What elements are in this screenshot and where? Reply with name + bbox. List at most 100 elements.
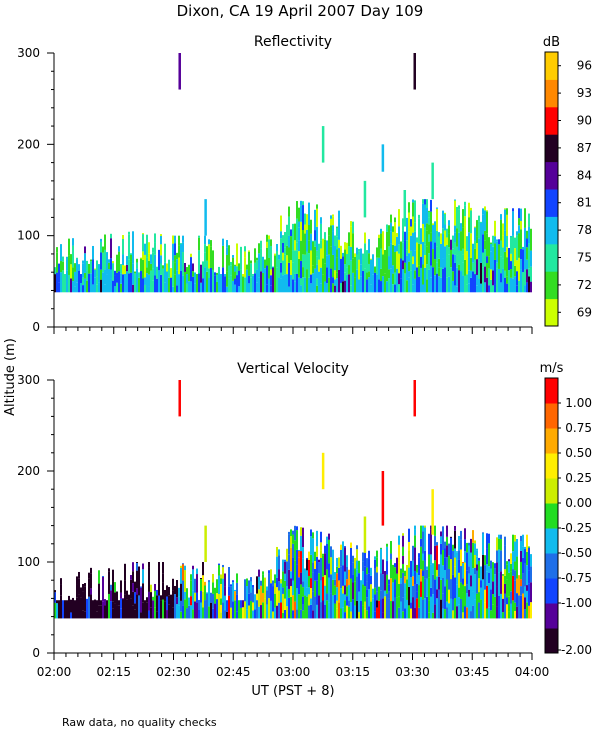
echo-slice: [328, 254, 330, 278]
echo-slice: [476, 259, 478, 275]
echo-slice: [402, 563, 404, 573]
echo-slice: [250, 601, 252, 619]
echo-slice: [122, 599, 124, 619]
y-tick-label: 200: [17, 464, 40, 478]
echo-slice: [512, 211, 514, 236]
echo-slice: [526, 551, 528, 566]
echo-slice: [368, 263, 370, 272]
echo-slice: [298, 549, 300, 551]
echo-slice: [388, 256, 390, 270]
echo-slice: [340, 608, 342, 619]
echo-slice: [498, 244, 500, 269]
echo-slice: [62, 600, 64, 619]
echo-slice: [306, 570, 308, 588]
echo-slice: [324, 604, 326, 619]
echo-slice: [138, 277, 140, 293]
echo-slice: [288, 588, 290, 598]
echo-slice: [480, 566, 482, 581]
echo-slice: [110, 590, 112, 602]
echo-slice: [380, 573, 382, 591]
echo-slice: [398, 535, 400, 545]
echo-slice: [450, 239, 452, 250]
echo-slice: [402, 555, 404, 564]
isolated-return: [321, 452, 325, 490]
echo-slice: [316, 208, 318, 227]
isolated-return: [363, 516, 367, 553]
echo-slice: [526, 247, 528, 260]
echo-slice: [474, 226, 476, 228]
echo-slice: [132, 571, 134, 584]
echo-slice: [446, 525, 448, 537]
colorbar-frame: [544, 377, 559, 654]
echo-slice: [442, 210, 444, 217]
echo-slice: [426, 223, 428, 231]
echo-slice: [300, 205, 302, 222]
echo-slice: [464, 216, 466, 226]
echo-slice: [480, 242, 482, 263]
echo-slice: [248, 251, 250, 276]
echo-slice: [332, 579, 334, 596]
colorbar-unit: dB: [543, 35, 560, 50]
echo-slice: [204, 600, 206, 619]
echo-slice: [280, 262, 282, 273]
echo-slice: [250, 260, 252, 264]
echo-slice: [506, 283, 508, 293]
echo-slice: [364, 566, 366, 587]
echo-slice: [204, 252, 206, 268]
echo-slice: [352, 221, 354, 234]
echo-slice: [416, 237, 418, 243]
echo-slice: [372, 598, 374, 619]
echo-slice: [230, 584, 232, 587]
echo-slice: [478, 602, 480, 619]
echo-slice: [100, 238, 102, 242]
echo-slice: [290, 586, 292, 597]
echo-slice: [338, 567, 340, 581]
echo-slice: [344, 547, 346, 572]
echo-slice: [518, 257, 520, 281]
echo-slice: [56, 252, 58, 273]
echo-slice: [262, 602, 264, 619]
echo-slice: [464, 586, 466, 607]
echo-slice: [290, 236, 292, 261]
echo-slice: [386, 546, 388, 562]
echo-slice: [236, 243, 238, 267]
echo-slice: [338, 218, 340, 240]
echo-slice: [336, 600, 338, 609]
echo-slice: [276, 587, 278, 606]
echo-slice: [96, 600, 98, 612]
echo-slice: [302, 201, 304, 206]
echo-slice: [408, 277, 410, 293]
echo-slice: [170, 600, 172, 619]
echo-slice: [380, 547, 382, 574]
echo-slice: [198, 250, 200, 274]
echo-slice: [376, 274, 378, 293]
echo-slice: [232, 257, 234, 281]
echo-slice: [152, 280, 154, 293]
echo-slice: [214, 596, 216, 604]
echo-slice: [172, 607, 174, 619]
echo-slice: [468, 573, 470, 590]
echo-slice: [262, 571, 264, 575]
echo-slice: [244, 277, 246, 293]
echo-slice: [470, 277, 472, 293]
echo-slice: [450, 249, 452, 268]
echo-slice: [346, 555, 348, 567]
echo-slice: [344, 546, 346, 548]
echo-slice: [310, 578, 312, 589]
echo-slice: [358, 591, 360, 612]
echo-slice: [206, 260, 208, 272]
echo-slice: [462, 612, 464, 619]
echo-slice: [412, 576, 414, 586]
echo-slice: [480, 580, 482, 588]
colorbar-label: 81: [577, 196, 592, 210]
echo-slice: [444, 230, 446, 247]
echo-slice: [160, 244, 162, 256]
echo-slice: [430, 525, 432, 530]
echo-slice: [294, 601, 296, 619]
echo-slice: [510, 553, 512, 564]
echo-slice: [244, 257, 246, 278]
echo-slice: [380, 590, 382, 600]
echo-slice: [356, 269, 358, 293]
echo-slice: [502, 247, 504, 259]
echo-slice: [276, 250, 278, 268]
